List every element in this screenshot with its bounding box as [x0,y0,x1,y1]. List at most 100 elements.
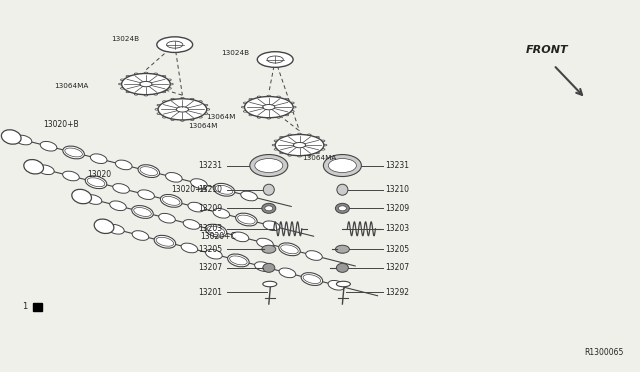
Ellipse shape [198,101,202,102]
Ellipse shape [188,202,205,212]
Ellipse shape [316,152,319,154]
Text: 13064MA: 13064MA [302,155,337,161]
Text: 13205: 13205 [198,245,222,254]
Ellipse shape [171,98,175,100]
Ellipse shape [263,281,277,287]
Circle shape [337,184,348,195]
Ellipse shape [291,102,294,104]
Ellipse shape [228,254,249,267]
Ellipse shape [205,249,222,259]
Ellipse shape [126,76,130,77]
Ellipse shape [298,133,301,135]
Text: 13210: 13210 [198,185,222,194]
Ellipse shape [120,87,124,89]
Ellipse shape [263,221,280,231]
Ellipse shape [115,160,132,170]
Ellipse shape [198,116,202,118]
Ellipse shape [263,105,275,110]
Ellipse shape [1,130,21,144]
Ellipse shape [243,102,247,104]
Ellipse shape [190,98,194,100]
Ellipse shape [190,119,194,121]
Ellipse shape [138,165,159,177]
Text: 13020+C: 13020+C [200,232,236,241]
Ellipse shape [279,243,300,256]
Text: 13064MA: 13064MA [54,83,88,89]
Text: 13024B: 13024B [111,36,140,42]
Ellipse shape [285,114,289,116]
Ellipse shape [257,117,261,118]
Text: 13231: 13231 [198,161,222,170]
Ellipse shape [118,83,122,85]
Ellipse shape [267,118,271,119]
Ellipse shape [140,81,152,87]
Ellipse shape [288,155,292,156]
Ellipse shape [109,201,126,211]
Ellipse shape [144,72,148,74]
Ellipse shape [155,109,159,110]
Text: 13209: 13209 [198,204,222,213]
Ellipse shape [183,219,200,229]
Ellipse shape [276,96,280,97]
Ellipse shape [213,183,235,196]
Ellipse shape [40,141,57,151]
Ellipse shape [263,263,275,272]
Ellipse shape [63,146,84,159]
Text: 13020: 13020 [87,170,111,179]
Ellipse shape [163,101,166,102]
Ellipse shape [154,94,157,95]
Ellipse shape [244,97,293,118]
Ellipse shape [328,280,345,290]
Ellipse shape [316,137,319,138]
Ellipse shape [90,154,107,164]
Ellipse shape [301,273,323,285]
Ellipse shape [171,119,175,121]
Text: 13064M: 13064M [188,124,218,129]
Ellipse shape [292,106,296,108]
Ellipse shape [274,148,278,150]
Ellipse shape [134,73,138,74]
Text: 13207: 13207 [198,263,222,272]
Text: 13203: 13203 [198,224,222,233]
Ellipse shape [120,79,124,81]
Ellipse shape [181,243,198,253]
Ellipse shape [162,91,166,93]
Ellipse shape [157,113,161,115]
Ellipse shape [250,154,288,177]
Ellipse shape [337,263,348,272]
Ellipse shape [321,140,325,142]
Ellipse shape [170,83,173,85]
Ellipse shape [205,224,227,237]
Ellipse shape [294,142,306,148]
Ellipse shape [113,184,129,193]
Ellipse shape [337,281,350,287]
Ellipse shape [176,107,188,112]
Ellipse shape [15,135,32,145]
Ellipse shape [72,189,92,204]
Ellipse shape [180,97,184,99]
Circle shape [263,184,275,195]
Ellipse shape [288,134,292,135]
Ellipse shape [108,224,124,234]
Ellipse shape [232,232,249,242]
Ellipse shape [158,99,207,120]
Ellipse shape [276,117,280,118]
Ellipse shape [262,245,276,253]
Ellipse shape [272,144,276,146]
Ellipse shape [285,99,289,100]
Ellipse shape [159,214,175,223]
Ellipse shape [275,134,324,155]
Text: R1300065: R1300065 [584,348,624,357]
Ellipse shape [85,195,102,204]
Ellipse shape [162,76,166,77]
Ellipse shape [138,190,154,199]
Ellipse shape [274,140,278,142]
Ellipse shape [206,109,210,110]
Text: 13292: 13292 [385,288,410,296]
Ellipse shape [267,95,271,97]
Ellipse shape [213,208,230,218]
Ellipse shape [280,152,284,154]
Ellipse shape [126,91,130,93]
Ellipse shape [257,96,261,97]
Ellipse shape [132,231,148,240]
